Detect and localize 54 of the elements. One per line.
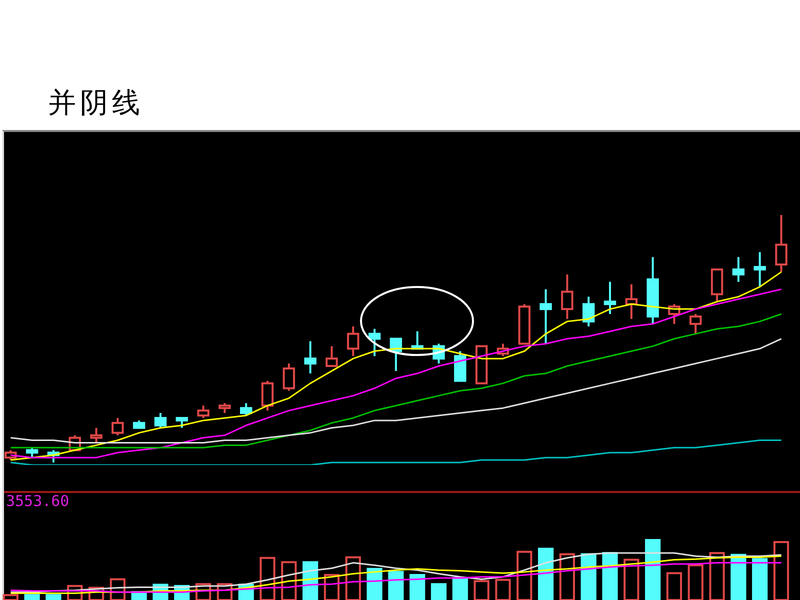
bar: [281, 561, 297, 600]
bar: [602, 552, 618, 600]
candlestick: [218, 402, 231, 414]
candlestick: [26, 446, 38, 459]
bar: [345, 556, 361, 600]
bar: [645, 539, 661, 600]
bar: [666, 572, 682, 600]
bar: [559, 553, 575, 600]
bar: [260, 556, 276, 600]
bar: [624, 558, 640, 600]
candlestick: [154, 412, 167, 429]
text: 3553.60: [6, 492, 70, 510]
candlestick: [754, 251, 766, 288]
bar: [752, 558, 768, 600]
candlestick: [347, 325, 360, 358]
bar: [388, 570, 404, 600]
bar: [324, 574, 340, 600]
candlestick: [582, 296, 595, 328]
candlestick: [326, 345, 338, 367]
bar: [195, 583, 212, 600]
bar: [538, 548, 554, 600]
bar: [24, 594, 40, 600]
bar: [430, 583, 447, 600]
candlestick: [261, 380, 274, 412]
candlestick: [90, 426, 102, 444]
candlestick: [368, 328, 381, 358]
bar: [110, 578, 126, 600]
candlestick: [112, 416, 124, 436]
bar: [2, 594, 18, 600]
candlestick: [561, 273, 574, 320]
bar: [688, 564, 704, 600]
chart-title: 并阴线: [48, 85, 144, 121]
candlestick: [732, 256, 745, 283]
bar: [773, 541, 790, 600]
candlestick: [176, 416, 188, 429]
bar: [88, 586, 104, 600]
candlestick: [197, 404, 210, 419]
bar: [495, 578, 511, 600]
bar: [452, 577, 468, 600]
bar: [67, 584, 83, 600]
candlestick: [240, 402, 252, 416]
bar: [410, 574, 426, 600]
bar: [474, 580, 490, 600]
candlestick: [775, 215, 788, 273]
bar: [516, 550, 532, 600]
bar: [709, 552, 725, 600]
candlestick: [282, 362, 296, 392]
bar: [216, 583, 232, 600]
bar: [580, 553, 596, 600]
candlestick: [604, 280, 616, 316]
candlestick: [304, 340, 316, 374]
bar: [46, 594, 62, 600]
candlestick: [540, 288, 552, 345]
candlestick: [690, 313, 702, 335]
